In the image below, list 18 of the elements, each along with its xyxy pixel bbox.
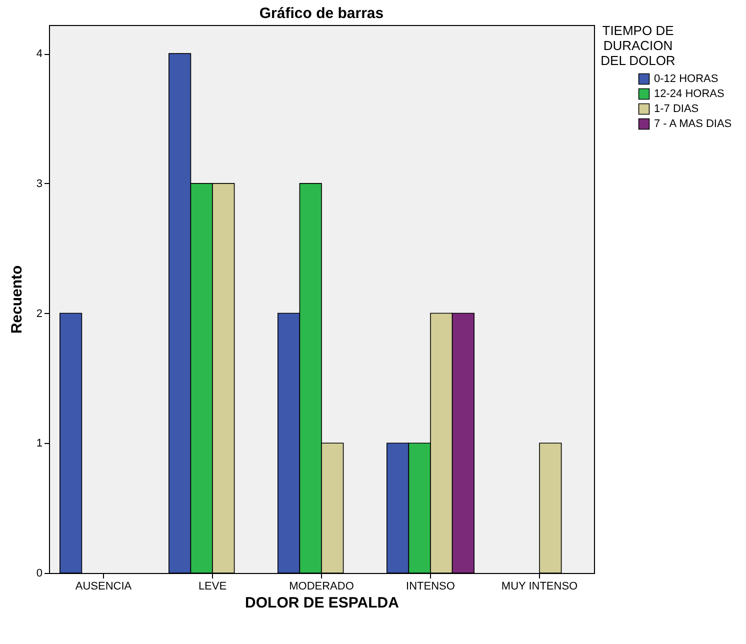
x-tick-label: MODERADO: [289, 580, 354, 592]
x-tick-label: AUSENCIA: [75, 580, 132, 592]
legend-label: 12-24 HORAS: [654, 88, 724, 100]
y-tick-label: 0: [36, 568, 42, 580]
y-tick-label: 1: [36, 438, 42, 450]
y-tick-label: 3: [36, 178, 42, 190]
legend-title: TIEMPO DE DURACION DEL DOLOR: [600, 23, 676, 68]
legend-label: 0-12 HORAS: [654, 73, 718, 85]
y-tick-label: 2: [36, 308, 42, 320]
legend-label: 7 - A MAS DIAS: [654, 118, 732, 130]
x-tick-label: LEVE: [198, 580, 227, 592]
y-tick-label: 4: [36, 48, 42, 60]
legend-label: 1-7 DIAS: [654, 103, 699, 115]
chart-title: Gráfico de barras: [259, 5, 384, 22]
x-tick-label: INTENSO: [406, 580, 456, 592]
y-axis-title: Recuento: [8, 265, 26, 334]
x-tick-label: MUY INTENSO: [501, 580, 578, 592]
x-axis-title: DOLOR DE ESPALDA: [245, 594, 400, 612]
